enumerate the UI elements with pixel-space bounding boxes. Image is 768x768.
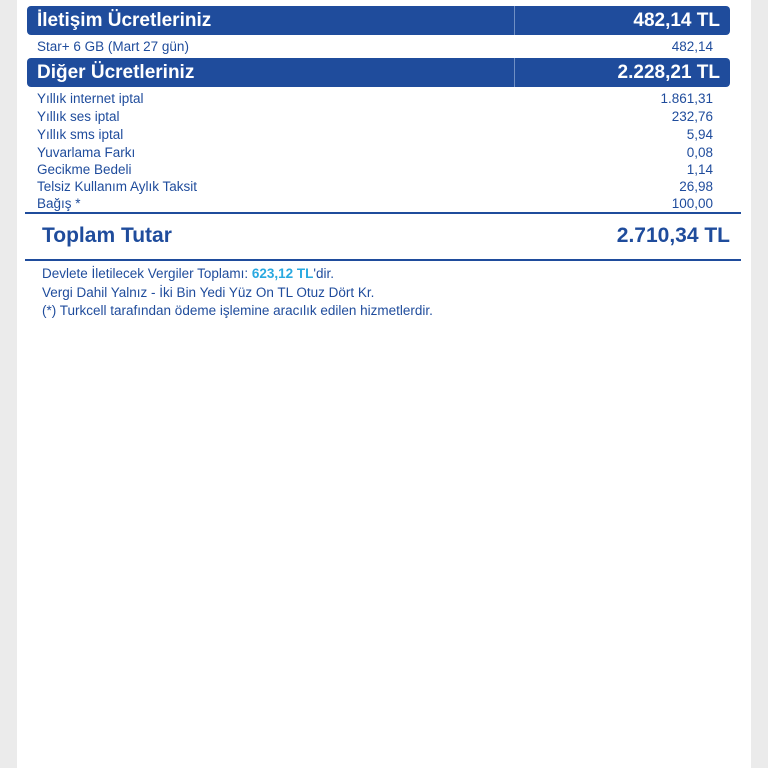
line-item-value: 26,98: [679, 179, 713, 194]
other-charges-title: Diğer Ücretleriniz: [37, 62, 195, 83]
header-divider: [514, 6, 515, 35]
line-item-value: 0,08: [686, 145, 713, 160]
tax-total-prefix: Devlete İletilecek Vergiler Toplamı:: [42, 266, 252, 281]
line-item-value: 1.861,31: [660, 91, 713, 106]
line-item-label: Yıllık sms iptal: [37, 127, 124, 142]
tax-total-note: Devlete İletilecek Vergiler Toplamı: 623…: [42, 265, 732, 284]
total-top-rule: [25, 212, 741, 214]
grand-total-label: Toplam Tutar: [42, 224, 172, 247]
line-item-label: Telsiz Kullanım Aylık Taksit: [37, 179, 198, 194]
total-bottom-rule: [25, 259, 741, 261]
tax-total-suffix: 'dir.: [313, 266, 334, 281]
tax-notes: Devlete İletilecek Vergiler Toplamı: 623…: [42, 265, 732, 321]
line-item-label: Star+ 6 GB (Mart 27 gün): [37, 39, 189, 54]
line-item: Yıllık internet iptal 1.861,31: [37, 91, 713, 108]
line-item: Telsiz Kullanım Aylık Taksit 26,98: [37, 179, 713, 196]
footnote: (*) Turkcell tarafından ödeme işlemine a…: [42, 303, 433, 318]
communication-charges-header: İletişim Ücretleriniz 482,14 TL: [27, 6, 730, 35]
line-item-value: 482,14: [671, 39, 713, 54]
amount-in-words: Vergi Dahil Yalnız - İki Bin Yedi Yüz On…: [42, 284, 375, 300]
line-item-value: 1,14: [686, 162, 713, 177]
line-item: Gecikme Bedeli 1,14: [37, 162, 713, 179]
other-charges-header: Diğer Ücretleriniz 2.228,21 TL: [27, 58, 730, 87]
line-item-value: 232,76: [671, 109, 713, 124]
line-item-label: Yıllık internet iptal: [37, 91, 144, 106]
invoice-page: İletişim Ücretleriniz 482,14 TL Star+ 6 …: [17, 0, 751, 768]
line-item: Yuvarlama Farkı 0,08: [37, 145, 713, 162]
line-item-label: Yuvarlama Farkı: [37, 145, 136, 160]
communication-charges-title: İletişim Ücretleriniz: [37, 10, 212, 31]
line-item-label: Gecikme Bedeli: [37, 162, 132, 177]
line-item-value: 5,94: [686, 127, 713, 142]
line-item-label: Yıllık ses iptal: [37, 109, 120, 124]
grand-total-amount: 2.710,34 TL: [616, 224, 730, 247]
line-item-value: 100,00: [671, 196, 713, 211]
line-item: Bağış * 100,00: [37, 196, 713, 213]
line-item: Star+ 6 GB (Mart 27 gün) 482,14: [37, 39, 713, 56]
grand-total-row: Toplam Tutar 2.710,34 TL: [42, 224, 730, 252]
line-item: Yıllık sms iptal 5,94: [37, 127, 713, 144]
header-divider: [514, 58, 515, 87]
other-charges-amount: 2.228,21 TL: [617, 62, 720, 83]
tax-total-amount: 623,12 TL: [251, 266, 314, 281]
line-item-label: Bağış *: [37, 196, 81, 211]
line-item: Yıllık ses iptal 232,76: [37, 109, 713, 126]
communication-charges-amount: 482,14 TL: [633, 10, 720, 31]
